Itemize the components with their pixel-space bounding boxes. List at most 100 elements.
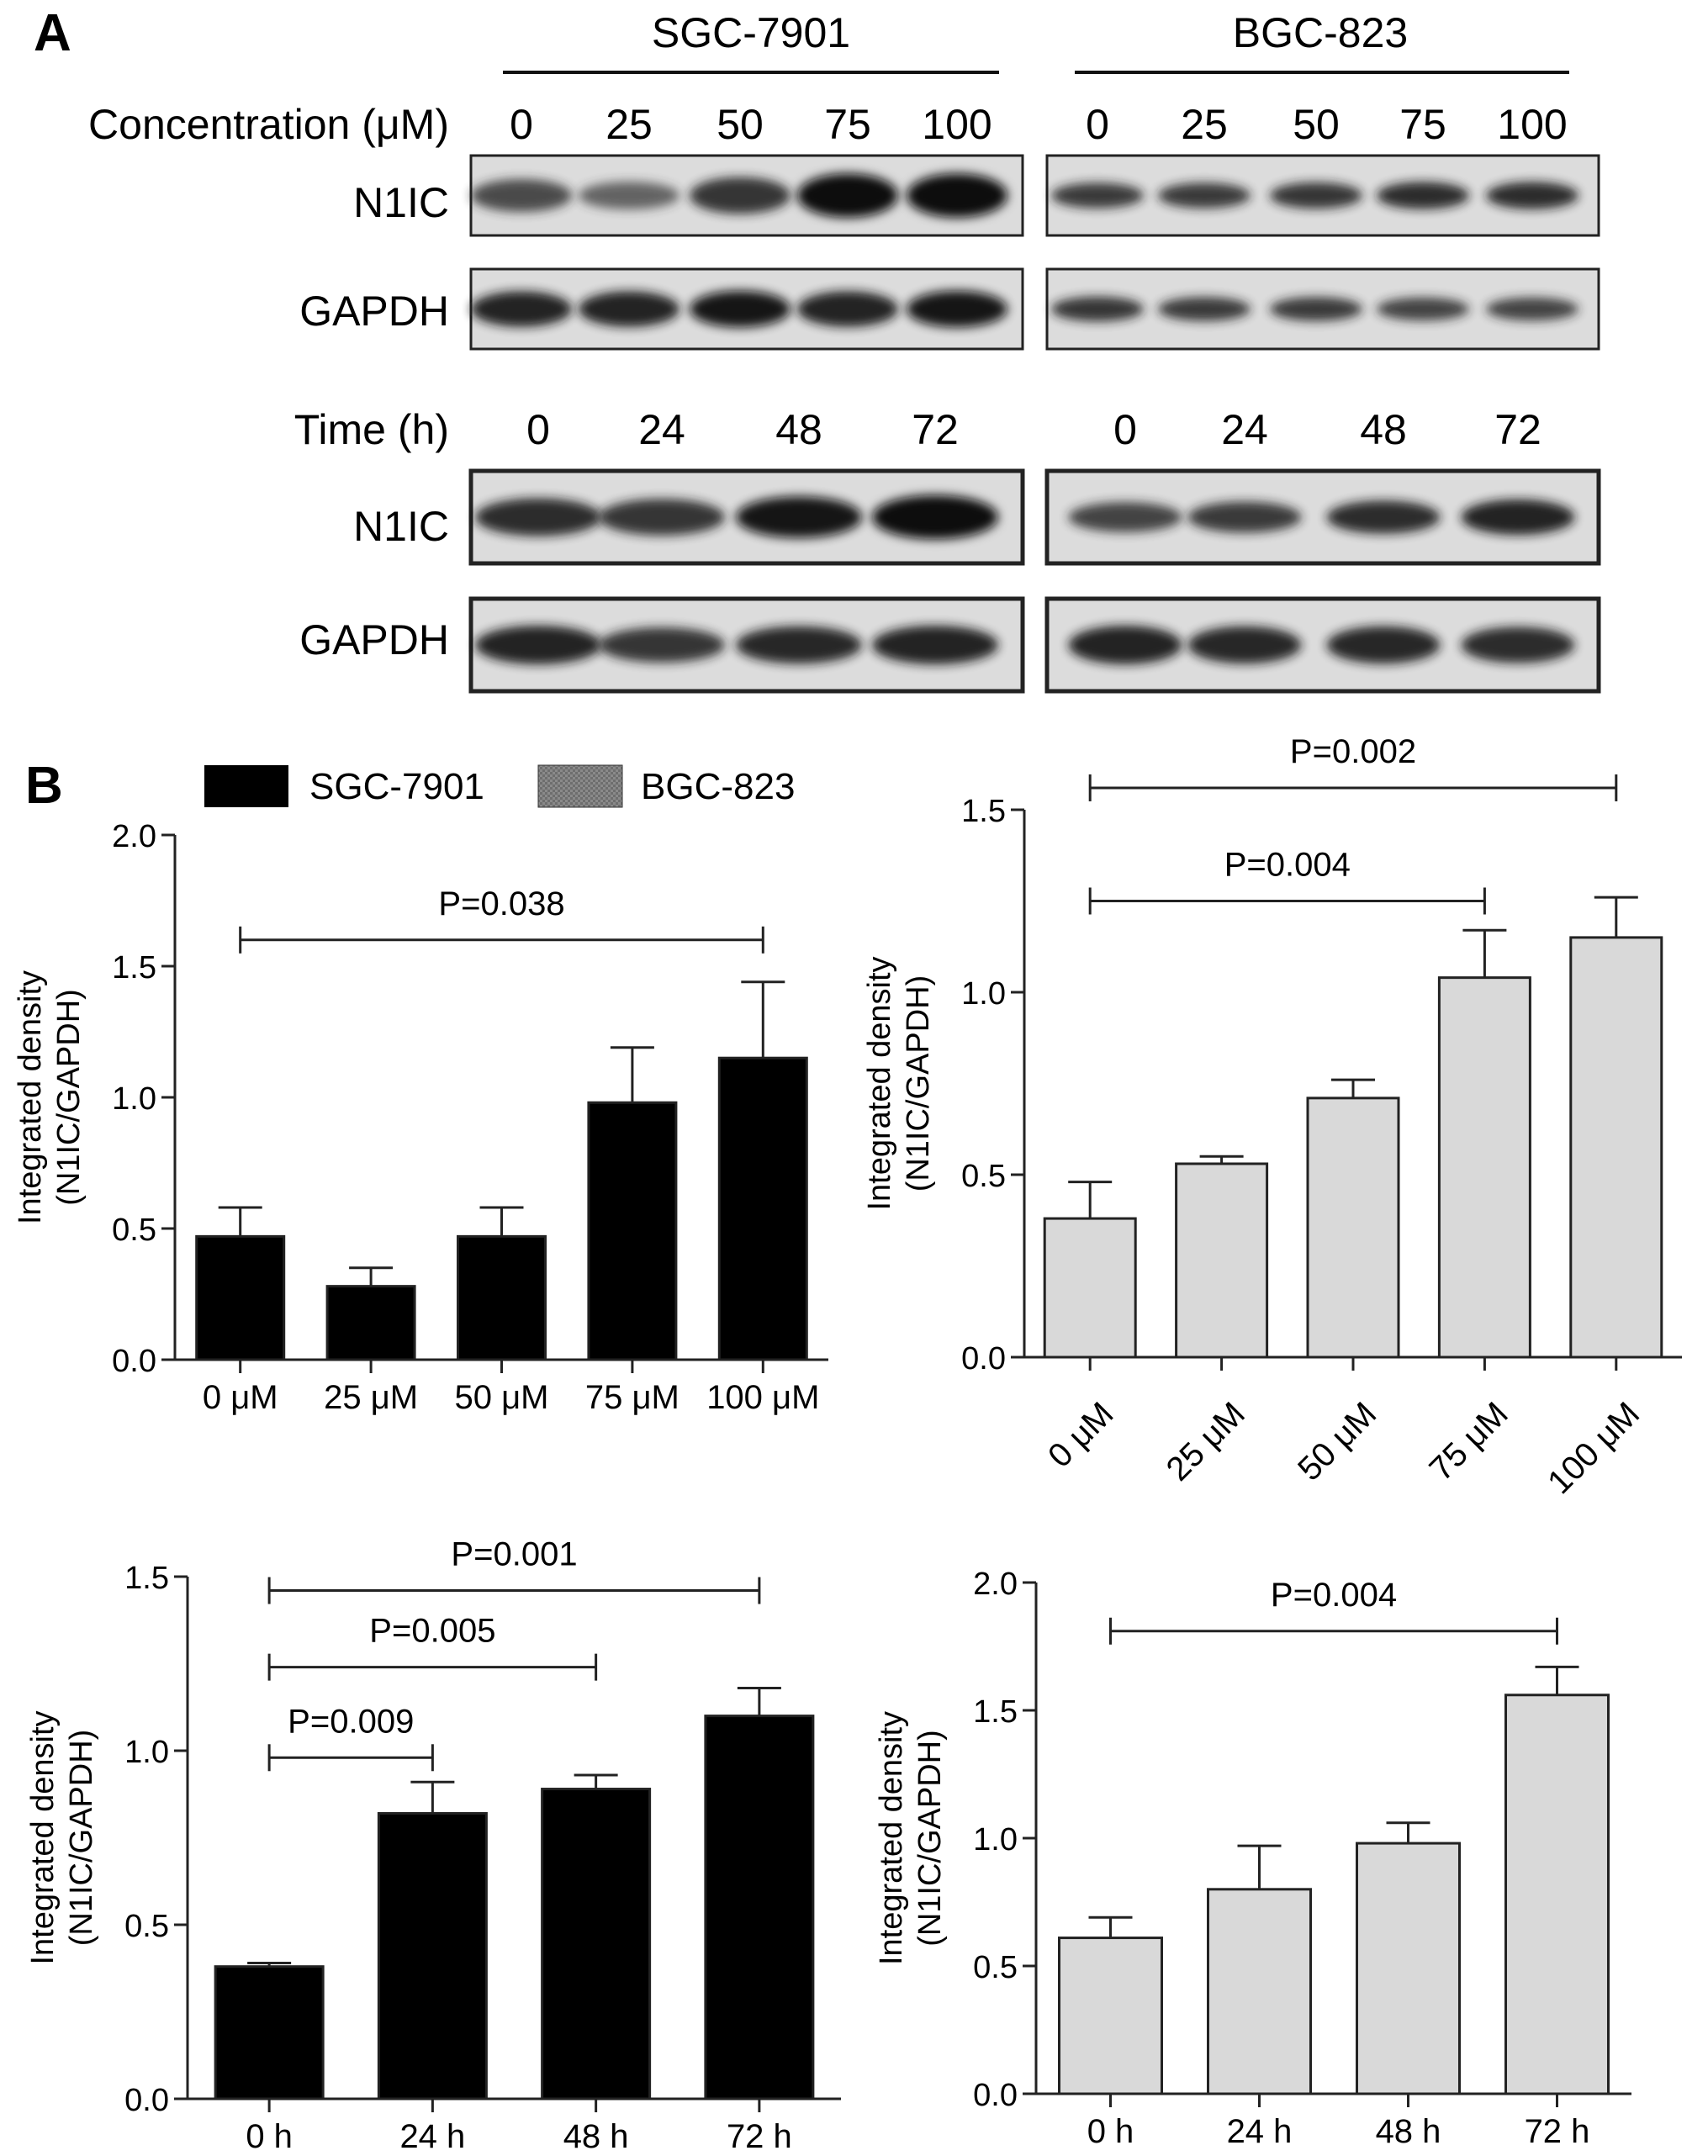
lane-label: 48 xyxy=(1360,406,1407,453)
chart-bgc-time: 0.0 0.5 1.0 1.5 2.0 Integrated density (N1IC/G… xyxy=(874,1567,1631,2150)
lane-label: 72 xyxy=(912,406,959,453)
blot-time-bgc-n1ic xyxy=(1044,468,1601,566)
bar xyxy=(1043,1217,1137,1359)
bar xyxy=(1207,1888,1312,2095)
blot-band xyxy=(872,625,998,665)
legend-swatch-bgc xyxy=(537,764,623,808)
legend-swatch-sgc xyxy=(204,765,288,807)
p-value-label: P=0.004 xyxy=(1271,1577,1397,1614)
x-tick-label: 25 μM xyxy=(1160,1395,1252,1488)
p-value-label: P=0.009 xyxy=(288,1703,414,1740)
y-tick-label: 0.0 xyxy=(124,2083,169,2118)
blot-band xyxy=(872,494,998,540)
bar xyxy=(1569,936,1663,1359)
x-tick-label: 0 μM xyxy=(1041,1395,1121,1475)
y-tick-label: 0.5 xyxy=(112,1213,156,1248)
lane-label: 0 xyxy=(1086,101,1109,148)
cell-line-header-bgc: BGC-823 xyxy=(1075,9,1569,74)
lane-label: 72 xyxy=(1494,406,1541,453)
blot-band xyxy=(797,291,898,327)
blot-band xyxy=(690,177,791,214)
blot-band xyxy=(1377,182,1469,209)
blot-band xyxy=(1187,501,1302,533)
bar xyxy=(1504,1694,1610,2095)
bar xyxy=(704,1715,815,2101)
time-gapdh-row-label: GAPDH xyxy=(299,616,449,663)
time-n1ic-row-label: N1IC xyxy=(353,503,449,550)
bar xyxy=(1437,976,1531,1359)
bar xyxy=(1306,1096,1400,1359)
lane-label: 0 xyxy=(1113,406,1137,453)
blot-band xyxy=(690,290,791,328)
time-lanes-bgc: 0 24 48 72 xyxy=(1113,406,1541,453)
bar xyxy=(457,1234,547,1361)
blot-band xyxy=(599,627,725,663)
lane-label: 75 xyxy=(1399,101,1446,148)
y-tick-label: 1.0 xyxy=(112,1081,156,1117)
blot-band xyxy=(471,291,572,327)
panel-a: A SGC-7901 BGC-823 Concentration (μM) 0 2… xyxy=(34,4,1601,694)
y-tick-label: 0.0 xyxy=(961,1341,1006,1377)
blot-band xyxy=(1377,297,1469,321)
x-tick-label: 50 μM xyxy=(1291,1395,1383,1488)
x-tick-label: 72 h xyxy=(727,2118,792,2155)
bar xyxy=(214,1965,325,2101)
panel-a-label: A xyxy=(34,4,71,62)
lane-label: 48 xyxy=(775,406,822,453)
cell-line-header-sgc: SGC-7901 xyxy=(503,9,999,74)
x-tick-label: 0 μM xyxy=(203,1379,278,1416)
x-tick-label: 24 h xyxy=(1227,2113,1293,2150)
lane-label: 50 xyxy=(1293,101,1340,148)
p-value-label: P=0.001 xyxy=(451,1536,577,1573)
lane-label: 0 xyxy=(526,406,550,453)
y-axis-label: Integrated density xyxy=(874,1711,909,1965)
y-axis-label: (N1IC/GAPDH) xyxy=(51,989,87,1206)
bar xyxy=(717,1056,808,1361)
y-tick-label: 1.0 xyxy=(124,1735,169,1770)
concentration-label: Concentration (μM) xyxy=(88,101,449,148)
x-tick-label: 72 h xyxy=(1525,2113,1590,2150)
blot-band xyxy=(1187,626,1302,664)
bar xyxy=(1175,1162,1269,1359)
blot-band xyxy=(1326,626,1441,664)
x-tick-label: 75 μM xyxy=(585,1379,679,1416)
blot-band xyxy=(1461,626,1575,663)
blot-band xyxy=(1051,296,1144,322)
y-tick-label: 0.0 xyxy=(112,1344,156,1379)
lane-label: 100 xyxy=(922,101,991,148)
y-tick-label: 0.0 xyxy=(973,2078,1018,2113)
y-tick-label: 1.0 xyxy=(961,976,1006,1012)
lane-label: 100 xyxy=(1497,101,1567,148)
blot-band xyxy=(1158,182,1251,209)
x-tick-label: 48 h xyxy=(1376,2113,1441,2150)
legend: SGC-7901 BGC-823 xyxy=(204,764,795,808)
y-tick-label: 0.5 xyxy=(124,1909,169,1944)
lane-label: 50 xyxy=(717,101,764,148)
conc-gapdh-row-label: GAPDH xyxy=(299,288,449,335)
lane-label: 24 xyxy=(1221,406,1268,453)
bar xyxy=(195,1234,286,1361)
blot-band xyxy=(797,173,898,218)
cell-line-label-bgc: BGC-823 xyxy=(1233,9,1408,56)
x-tick-label: 0 h xyxy=(246,2118,293,2155)
y-tick-label: 1.0 xyxy=(973,1822,1018,1857)
panel-b: B SGC-7901 BGC-823 0.0 0.5 1.0 1.5 2.0 Integr… xyxy=(13,733,1682,2155)
y-axis-label: (N1IC/GAPDH) xyxy=(912,1730,948,1947)
blot-band xyxy=(1270,182,1362,209)
blot-band xyxy=(579,291,679,327)
blot-conc-bgc-gapdh xyxy=(1045,267,1600,351)
blot-band xyxy=(1326,500,1441,534)
blot-band xyxy=(475,625,601,665)
x-tick-label: 100 μM xyxy=(1541,1395,1647,1501)
x-tick-label: 0 h xyxy=(1087,2113,1134,2150)
y-tick-label: 0.5 xyxy=(973,1950,1018,1985)
blot-band xyxy=(1486,182,1578,209)
legend-label-bgc: BGC-823 xyxy=(641,766,795,807)
x-tick-label: 48 h xyxy=(563,2118,629,2155)
x-tick-label: 75 μM xyxy=(1422,1395,1515,1488)
concentration-lanes-sgc: 0 25 50 75 100 xyxy=(510,101,992,148)
blot-band xyxy=(1051,182,1144,209)
y-axis-label: Integrated density xyxy=(13,970,48,1224)
p-value-label: P=0.005 xyxy=(369,1613,495,1650)
